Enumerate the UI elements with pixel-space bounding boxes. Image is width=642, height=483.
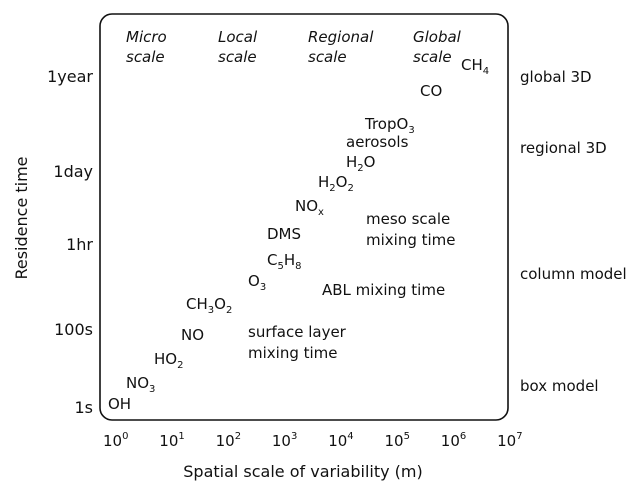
species-label: H2O2: [318, 173, 354, 194]
tick-base: 10: [159, 432, 178, 450]
species-text: CH: [461, 56, 483, 74]
y-tick-label: 1s: [74, 398, 93, 417]
x-tick-label: 101: [159, 431, 184, 450]
species-label: NOx: [295, 197, 324, 218]
species-text: NO: [181, 326, 204, 344]
tick-exponent: 7: [516, 431, 522, 442]
species-text: TropO: [364, 115, 408, 133]
tick-base: 10: [272, 432, 291, 450]
species-text: NO: [295, 197, 318, 215]
species-label: CO: [420, 82, 442, 100]
scale-header: Micro: [126, 28, 167, 46]
scale-header: scale: [126, 48, 165, 66]
mixing-label: surface layer: [248, 323, 347, 341]
scale-header: Global: [413, 28, 462, 46]
scale-header: scale: [218, 48, 257, 66]
tick-base: 10: [385, 432, 404, 450]
y-axis-label: Residence time: [12, 156, 31, 279]
species-label: aerosols: [346, 133, 409, 151]
x-tick-label: 106: [441, 431, 466, 450]
tick-base: 10: [497, 432, 516, 450]
x-tick-label: 102: [216, 431, 241, 450]
x-axis-label: Spatial scale of variability (m): [183, 462, 422, 481]
model-label: box model: [520, 377, 599, 395]
model-label: column model: [520, 265, 627, 283]
plot-frame: [99, 13, 509, 421]
species-label: O3: [248, 272, 266, 293]
y-tick-label: 1day: [53, 162, 93, 181]
species-label: OH: [108, 395, 131, 413]
mixing-label: meso scale: [366, 210, 450, 228]
tick-exponent: 1: [178, 431, 184, 442]
species-subscript: x: [318, 207, 324, 218]
species-subscript: 4: [483, 66, 489, 77]
species-label: C5H8: [267, 251, 302, 272]
species-label: CH3O2: [186, 295, 232, 316]
species-text: H: [318, 173, 329, 191]
species-label: H2O: [346, 153, 375, 174]
tick-exponent: 6: [460, 431, 466, 442]
x-tick-label: 104: [328, 431, 353, 450]
species-text: DMS: [267, 225, 301, 243]
species-text: O: [364, 153, 376, 171]
tick-exponent: 4: [347, 431, 353, 442]
species-text: HO: [154, 350, 177, 368]
tick-base: 10: [103, 432, 122, 450]
species-label: NO3: [126, 374, 155, 395]
species-subscript: 5: [277, 261, 283, 272]
species-label: DMS: [267, 225, 301, 243]
species-label: CH4: [461, 56, 489, 77]
tick-exponent: 2: [235, 431, 241, 442]
species-text: H: [284, 251, 295, 269]
tick-exponent: 0: [122, 431, 128, 442]
species-text: H: [346, 153, 357, 171]
species-text: O: [214, 295, 226, 313]
tick-exponent: 3: [291, 431, 297, 442]
tick-base: 10: [328, 432, 347, 450]
species-text: CO: [420, 82, 442, 100]
y-tick-label: 1hr: [66, 235, 93, 254]
x-tick-label: 107: [497, 431, 522, 450]
scale-header: Regional: [308, 28, 374, 46]
species-text: C: [267, 251, 277, 269]
scale-header: scale: [308, 48, 347, 66]
tick-base: 10: [441, 432, 460, 450]
x-tick-label: 105: [385, 431, 410, 450]
mixing-label: mixing time: [366, 231, 456, 249]
mixing-label: ABL mixing time: [322, 281, 445, 299]
species-subscript: 2: [329, 183, 335, 194]
species-subscript: 3: [149, 384, 155, 395]
species-subscript: 2: [177, 360, 183, 371]
species-subscript: 2: [226, 305, 232, 316]
species-label: HO2: [154, 350, 183, 371]
species-subscript: 3: [408, 125, 414, 136]
tick-base: 10: [216, 432, 235, 450]
species-subscript: 3: [208, 305, 214, 316]
model-label: regional 3D: [520, 139, 607, 157]
x-tick-label: 100: [103, 431, 128, 450]
species-text: OH: [108, 395, 131, 413]
species-text: NO: [126, 374, 149, 392]
species-text: O: [336, 173, 348, 191]
tick-exponent: 5: [404, 431, 410, 442]
model-label: global 3D: [520, 68, 592, 86]
species-text: aerosols: [346, 133, 409, 151]
species-label: TropO3: [364, 115, 415, 136]
mixing-label: mixing time: [248, 344, 338, 362]
species-subscript: 2: [347, 183, 353, 194]
species-subscript: 3: [260, 282, 266, 293]
species-text: O: [248, 272, 260, 290]
species-text: CH: [186, 295, 208, 313]
scale-header: scale: [413, 48, 452, 66]
species-label: NO: [181, 326, 204, 344]
y-tick-label: 100s: [54, 320, 93, 339]
species-subscript: 2: [357, 163, 363, 174]
x-tick-label: 103: [272, 431, 297, 450]
species-subscript: 8: [295, 261, 301, 272]
y-tick-label: 1year: [47, 67, 93, 86]
scale-header: Local: [218, 28, 258, 46]
